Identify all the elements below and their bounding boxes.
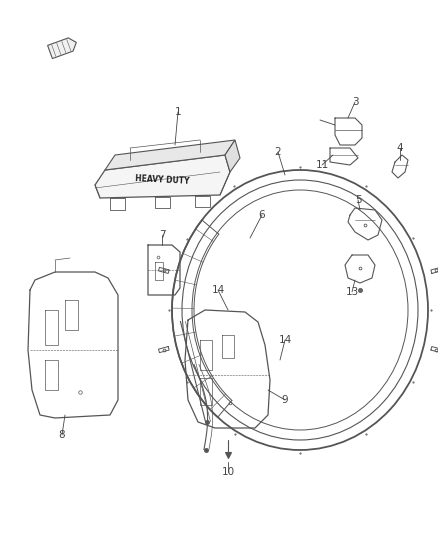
Text: 1: 1 [175,107,181,117]
Text: 14: 14 [279,335,292,345]
Text: HEAVY DUTY: HEAVY DUTY [134,174,189,186]
Text: 13: 13 [346,287,359,297]
Text: 4: 4 [397,143,403,153]
Text: 9: 9 [282,395,288,405]
Text: 10: 10 [222,467,235,477]
Text: 7: 7 [159,230,165,240]
Polygon shape [48,38,76,59]
Text: 14: 14 [212,285,225,295]
Text: 2: 2 [275,147,281,157]
Text: 8: 8 [59,430,65,440]
Text: 3: 3 [352,97,358,107]
Polygon shape [95,155,230,198]
Polygon shape [225,140,240,172]
Polygon shape [105,140,235,170]
Text: 11: 11 [315,160,328,170]
Text: 5: 5 [355,195,361,205]
Text: 6: 6 [259,210,265,220]
